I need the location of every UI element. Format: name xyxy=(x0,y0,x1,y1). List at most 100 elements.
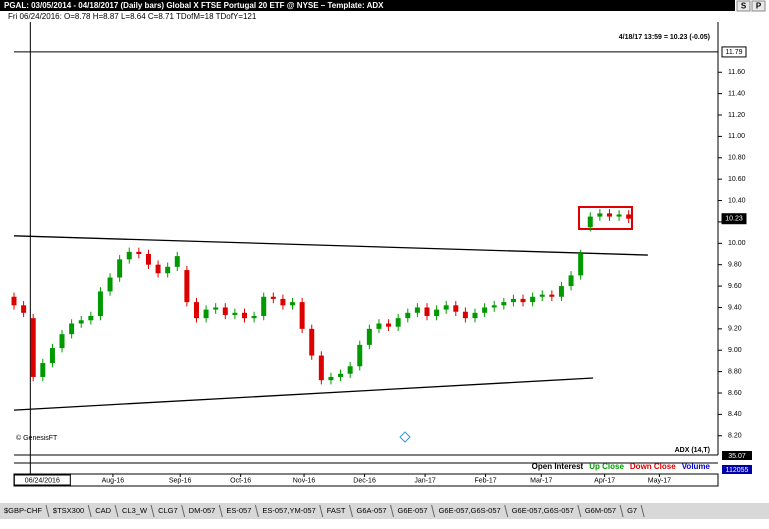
price-marker-label: 11.79 xyxy=(726,49,743,56)
candle-body xyxy=(213,307,219,310)
tab-separator xyxy=(577,504,582,518)
tab-separator xyxy=(254,504,259,518)
tab[interactable]: G6M-057 xyxy=(585,506,616,515)
bar-info: Fri 06/24/2016: O=8.78 H=8.87 L=8.64 C=8… xyxy=(8,12,257,21)
candle-body xyxy=(136,251,142,255)
price-marker-label: 10.23 xyxy=(725,216,743,223)
candle-body xyxy=(11,296,17,306)
tab[interactable]: G6E-057,G6S-057 xyxy=(439,506,501,515)
tab-bar xyxy=(0,503,769,519)
candle-body xyxy=(69,323,75,335)
candle-body xyxy=(88,316,94,321)
candle-body xyxy=(174,256,180,267)
x-tick-label: May-17 xyxy=(648,477,671,484)
candle-body xyxy=(290,302,296,306)
tab[interactable]: $TSX300 xyxy=(53,506,84,515)
legend-entry: Down Close xyxy=(630,462,676,471)
candle-body xyxy=(501,302,507,306)
tab[interactable]: G7 xyxy=(627,506,637,515)
tab-separator xyxy=(150,504,155,518)
candle-body xyxy=(376,323,382,329)
candle-body xyxy=(424,307,430,317)
candle-body xyxy=(520,298,526,303)
y-tick-label: 9.60 xyxy=(728,283,742,290)
candle-body xyxy=(145,254,151,265)
adx-value-box xyxy=(722,451,752,460)
candle-body xyxy=(510,298,516,303)
candle-body xyxy=(299,302,305,329)
header-title: PGAL: 03/05/2014 - 04/18/2017 (Daily bar… xyxy=(4,1,384,10)
button[interactable] xyxy=(736,0,751,12)
y-tick-label: 9.80 xyxy=(728,262,742,269)
candle-body xyxy=(318,355,324,381)
price-box xyxy=(721,46,747,58)
tab[interactable]: $GBP-CHF xyxy=(4,506,42,515)
candle-body xyxy=(251,316,257,319)
candle-body xyxy=(165,266,171,274)
candle-body xyxy=(587,216,593,228)
y-tick-label: 11.20 xyxy=(728,112,745,119)
copyright: © GenesisFT xyxy=(16,434,58,442)
x-tick-label: Aug-16 xyxy=(102,477,125,484)
y-tick-label: 9.20 xyxy=(728,326,742,333)
candle-body xyxy=(309,328,315,356)
tab-separator xyxy=(640,504,645,518)
price-box xyxy=(721,213,747,225)
candle-body xyxy=(568,275,574,287)
candle-body xyxy=(49,348,55,364)
y-tick-label: 8.40 xyxy=(728,411,742,418)
highlight-box xyxy=(578,206,633,230)
candle-body xyxy=(472,312,478,319)
candle-body xyxy=(328,376,334,381)
candle-body xyxy=(606,213,612,217)
tab[interactable]: ES-057,YM-057 xyxy=(262,506,315,515)
header-bar xyxy=(0,0,735,11)
tab[interactable]: G6E-057,G6S-057 xyxy=(512,506,574,515)
tab-separator xyxy=(390,504,395,518)
tab[interactable]: ES-057 xyxy=(226,506,251,515)
candle-body xyxy=(155,264,161,274)
button-label[interactable]: S xyxy=(741,2,747,11)
y-tick-label: 10.60 xyxy=(728,176,746,183)
button-label[interactable]: P xyxy=(756,2,762,11)
cursor-box xyxy=(13,474,71,486)
candle-body xyxy=(539,294,545,297)
tab[interactable]: CAD xyxy=(95,506,111,515)
tab[interactable]: CLG7 xyxy=(158,506,178,515)
candle-body xyxy=(462,311,468,319)
tab[interactable]: FAST xyxy=(327,506,346,515)
candle-body xyxy=(126,251,132,260)
candle-body xyxy=(222,307,228,315)
candle-body xyxy=(242,312,248,319)
volume-value: 112055 xyxy=(726,467,749,474)
candle-body xyxy=(395,318,401,327)
legend-entry: Up Close xyxy=(589,462,624,471)
candle-body xyxy=(40,363,46,377)
y-tick-label: 11.40 xyxy=(728,90,745,97)
header: PGAL: 03/05/2014 - 04/18/2017 (Daily bar… xyxy=(0,0,735,11)
tab-separator xyxy=(114,504,119,518)
candle-body xyxy=(357,344,363,367)
candle-body xyxy=(97,291,103,317)
candle-body xyxy=(270,296,276,299)
tab-separator xyxy=(181,504,186,518)
candle-body xyxy=(549,294,555,297)
button[interactable] xyxy=(751,0,766,12)
tab[interactable]: DM-057 xyxy=(189,506,216,515)
tab[interactable]: G6A-057 xyxy=(357,506,387,515)
candle-body xyxy=(59,334,65,349)
tab[interactable]: G6E-057 xyxy=(398,506,428,515)
adx-title: ADX (14,T) xyxy=(675,447,710,454)
candle-body xyxy=(338,373,344,377)
x-tick-label: Mar-17 xyxy=(530,477,552,484)
x-tick-label: Apr-17 xyxy=(594,477,615,484)
y-tick-label: 10.40 xyxy=(728,197,746,204)
trendline xyxy=(13,235,648,256)
candle-body xyxy=(203,309,209,319)
adx-value: 35.07 xyxy=(728,453,746,460)
legend-entry: Volume xyxy=(682,462,711,471)
y-tick-label: 11.00 xyxy=(728,133,745,140)
tab-separator xyxy=(504,504,509,518)
tab[interactable]: CL3_W xyxy=(122,506,148,515)
